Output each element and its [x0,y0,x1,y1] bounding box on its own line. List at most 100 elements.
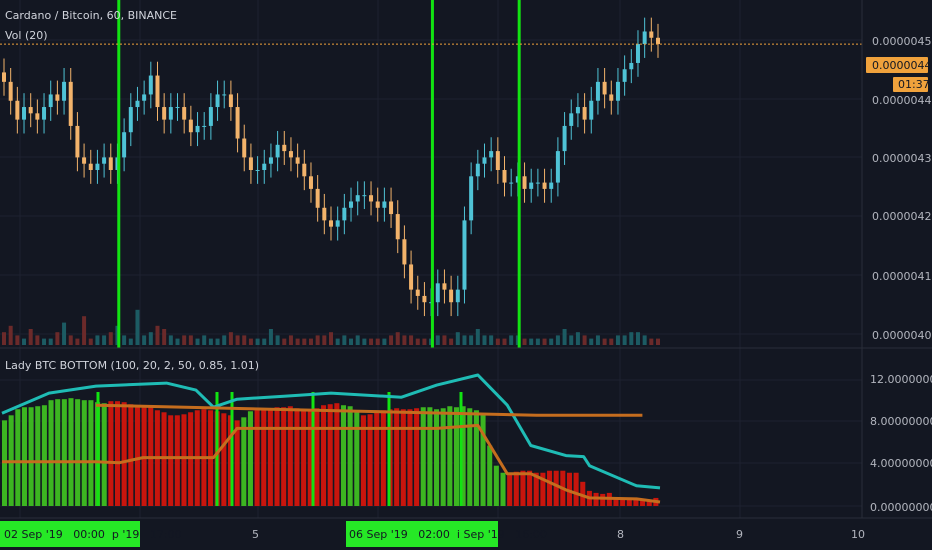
volume-bar [355,335,360,345]
indicator-lines [1,373,661,504]
time-axis[interactable]: 02 Sep '19 00:00 p '19 17:00 5 06 Sep '1… [0,521,865,547]
indicator-bar [168,415,174,506]
volume-bar [342,335,347,345]
candle-body [128,107,133,133]
candle-body [435,283,440,303]
volume-bar [268,329,273,345]
volume-bar [335,338,340,345]
price-tick: 0.00000430 [872,152,932,165]
indicator-bar [108,401,114,506]
volume-bar [55,332,60,345]
indicator-bar [181,414,187,506]
indicator-bar [540,472,546,506]
candle-body [322,207,327,221]
candle-body [108,157,113,170]
indicator-bar [460,406,466,506]
volume-bar [602,338,607,345]
candle-body [202,125,207,127]
volume-bar [195,338,200,345]
volume-bar [482,335,487,345]
candle-body [522,176,527,189]
indicator-bar [121,402,127,506]
volume-bar [108,332,113,345]
price-tick: 0.00000400 [872,329,932,342]
candle-body [42,107,47,120]
indicator-bar [467,408,473,506]
volume-bar [462,335,467,345]
indicator-bar [234,420,240,506]
candle-body [389,201,394,215]
price-tick: 0.00000450 [872,35,932,48]
candle-body [75,125,80,158]
price-tick: 0.00000420 [872,210,932,223]
indicator-axis[interactable]: 12.00000000 8.00000000 4.00000000 0.0000… [870,373,932,514]
indicator-bar [633,499,639,506]
indicator-bar [473,410,479,506]
time-highlight-badge [0,521,140,547]
volume-bar [35,335,40,345]
volume-bar [656,338,660,345]
indicator-bar [580,481,586,506]
indicator-bar [447,406,453,506]
time-highlight-label: 02 Sep '19 00:00 p '19 17:00 [4,528,182,541]
price-axis[interactable]: 0.00000450 0.00000440 0.00000430 0.00000… [866,35,932,342]
indicator-bar [420,407,426,506]
candle-body [475,163,480,177]
volume-bar [28,329,33,345]
symbol-title[interactable]: Cardano / Bitcoin, 60, BINANCE [5,9,177,22]
indicator-bar [400,409,406,506]
indicator-bar [414,408,420,506]
volume-bar [242,335,247,345]
volume-bar [495,338,500,345]
indicator-title[interactable]: Lady BTC BOTTOM (100, 20, 2, 50, 0.85, 1… [5,359,259,372]
time-highlight-badge [346,521,498,547]
volume-bar [322,335,327,345]
volume-bar [248,338,253,345]
volume-bar [642,335,647,345]
candle-body [68,81,73,126]
volume-bar [502,338,507,345]
indicator-bar [367,414,373,506]
candle-body [148,75,153,95]
indicator-bar [134,406,140,506]
indicator-bar [493,465,499,506]
volume-bar [15,335,20,345]
indicator-bar [247,411,253,506]
volume-bar [475,329,480,345]
indicator-tick: 4.00000000 [870,457,932,470]
indicator-bar [547,470,553,506]
candle-body [15,100,20,120]
indicator-bar [380,410,386,506]
price-pane[interactable]: Cardano / Bitcoin, 60, BINANCE Vol (20) [0,0,862,348]
volume-bar [409,335,414,345]
candle-body [168,107,173,120]
indicator-bar [307,410,313,506]
volume-title[interactable]: Vol (20) [5,29,48,42]
candle-body [155,75,160,108]
indicator-bar [453,407,460,506]
indicator-bar [75,399,81,506]
indicator-bar [287,406,293,506]
candle-body [362,195,367,197]
candle-body [142,94,147,101]
indicator-bar [61,399,67,506]
indicator-bar [427,407,433,506]
indicator-bar [360,415,366,506]
volume-bar [455,332,460,345]
candle-body [182,107,187,120]
volume-bar [162,329,167,345]
candle-body [469,176,474,221]
indicator-bar [354,410,360,506]
candle-body [642,31,647,45]
candle-body [62,81,67,101]
candle-body [315,188,320,208]
volume-bar [128,338,133,345]
indicator-bar [374,410,380,506]
candle-body [282,144,287,152]
indicator-pane[interactable]: Lady BTC BOTTOM (100, 20, 2, 50, 0.85, 1… [1,359,661,506]
volume-bar [589,338,594,345]
indicator-line-orange-bottom [2,423,661,504]
volume-bar [308,338,313,345]
candle-body [222,94,227,96]
